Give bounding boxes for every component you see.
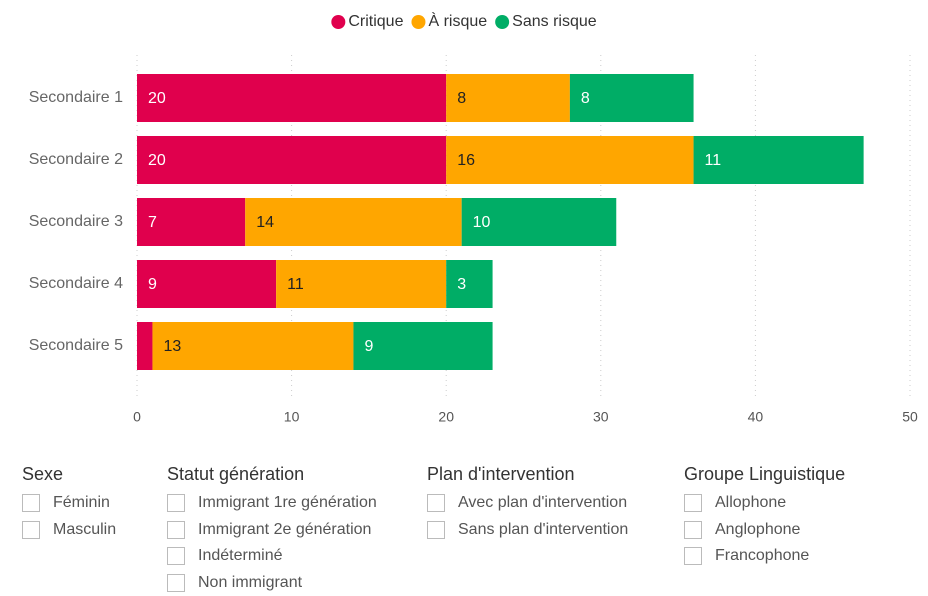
checkbox[interactable] bbox=[167, 521, 185, 539]
data-label: 8 bbox=[581, 90, 590, 107]
checkbox[interactable] bbox=[427, 521, 445, 539]
checkbox[interactable] bbox=[427, 494, 445, 512]
filter-option[interactable]: Allophone bbox=[684, 490, 845, 517]
data-label: 20 bbox=[148, 90, 166, 107]
option-label: Immigrant 1re génération bbox=[198, 494, 377, 512]
chart: 0 10 20 30 40 50 Secondaire 1 20 8 8 Secondaire 2 2… bbox=[0, 0, 928, 460]
data-label: 16 bbox=[457, 152, 475, 169]
bar-segment bbox=[152, 322, 353, 370]
x-tick-label: 40 bbox=[748, 409, 764, 425]
option-label: Non immigrant bbox=[198, 574, 302, 592]
data-label: 20 bbox=[148, 152, 166, 169]
legend: Critique À risque Sans risque bbox=[331, 11, 596, 30]
data-label: 13 bbox=[163, 338, 181, 355]
bar-segment bbox=[446, 136, 693, 184]
bar-segment bbox=[137, 322, 152, 370]
y-tick-label: Secondaire 2 bbox=[29, 151, 123, 168]
option-label: Avec plan d'intervention bbox=[458, 494, 627, 512]
option-label: Anglophone bbox=[715, 521, 800, 539]
x-tick-label: 10 bbox=[284, 409, 300, 425]
option-label: Sans plan d'intervention bbox=[458, 521, 628, 539]
bar-segment bbox=[137, 260, 276, 308]
filter-option[interactable]: Non immigrant bbox=[167, 570, 377, 596]
filter-option[interactable]: Féminin bbox=[22, 490, 116, 517]
checkbox[interactable] bbox=[684, 494, 702, 512]
data-label: 3 bbox=[457, 276, 466, 293]
legend-marker bbox=[495, 15, 509, 29]
bar-segment bbox=[137, 136, 446, 184]
legend-marker bbox=[411, 15, 425, 29]
filter-option[interactable]: Anglophone bbox=[684, 517, 845, 544]
y-tick-label: Secondaire 1 bbox=[29, 89, 123, 106]
checkbox[interactable] bbox=[167, 494, 185, 512]
data-label: 11 bbox=[287, 276, 304, 293]
option-label: Féminin bbox=[53, 494, 110, 512]
option-label: Immigrant 2e génération bbox=[198, 521, 371, 539]
checkbox[interactable] bbox=[22, 521, 40, 539]
filter-option[interactable]: Indéterminé bbox=[167, 543, 377, 570]
y-tick-label: Secondaire 4 bbox=[29, 275, 123, 292]
bar-segment bbox=[353, 322, 492, 370]
option-label: Francophone bbox=[715, 547, 809, 565]
filter-option[interactable]: Francophone bbox=[684, 543, 845, 570]
filter-option[interactable]: Immigrant 1re génération bbox=[167, 490, 377, 517]
option-label: Masculin bbox=[53, 521, 116, 539]
legend-label: À risque bbox=[428, 11, 487, 30]
filter-option[interactable]: Masculin bbox=[22, 517, 116, 544]
filter-title: Sexe bbox=[22, 460, 116, 488]
x-tick-label: 30 bbox=[593, 409, 609, 425]
filter-title: Statut génération bbox=[167, 460, 377, 488]
data-label: 9 bbox=[148, 276, 157, 293]
data-label: 8 bbox=[457, 90, 466, 107]
option-label: Indéterminé bbox=[198, 547, 283, 565]
option-label: Allophone bbox=[715, 494, 786, 512]
filter-option[interactable]: Immigrant 2e génération bbox=[167, 517, 377, 544]
filters: Sexe Féminin Masculin Statut génération Immi… bbox=[0, 460, 928, 591]
filter-title: Plan d'intervention bbox=[427, 460, 628, 488]
bar-segment bbox=[446, 260, 492, 308]
data-label: 9 bbox=[364, 338, 373, 355]
bar-segment bbox=[245, 198, 461, 246]
x-tick-label: 20 bbox=[438, 409, 454, 425]
data-label: 7 bbox=[148, 214, 157, 231]
data-label: 14 bbox=[256, 214, 274, 231]
checkbox[interactable] bbox=[167, 574, 185, 592]
data-label: 11 bbox=[705, 152, 722, 169]
filter-title: Groupe Linguistique bbox=[684, 460, 845, 488]
legend-label: Sans risque bbox=[512, 13, 597, 30]
filter-group: Statut génération Immigrant 1re génératio… bbox=[167, 460, 377, 596]
filter-group: Sexe Féminin Masculin bbox=[22, 460, 116, 543]
filter-option[interactable]: Sans plan d'intervention bbox=[427, 517, 628, 544]
filter-group: Plan d'intervention Avec plan d'intervent… bbox=[427, 460, 628, 543]
y-tick-label: Secondaire 3 bbox=[29, 213, 123, 230]
checkbox[interactable] bbox=[22, 494, 40, 512]
x-tick-label: 0 bbox=[133, 409, 141, 425]
y-tick-label: Secondaire 5 bbox=[29, 337, 123, 354]
legend-marker bbox=[331, 15, 345, 29]
bar-segment bbox=[137, 74, 446, 122]
checkbox[interactable] bbox=[684, 521, 702, 539]
data-label: 10 bbox=[473, 214, 491, 231]
filter-group: Groupe Linguistique Allophone Anglophone Fr… bbox=[684, 460, 845, 570]
x-tick-label: 50 bbox=[902, 409, 918, 425]
legend-label: Critique bbox=[348, 13, 403, 30]
filter-option[interactable]: Avec plan d'intervention bbox=[427, 490, 628, 517]
checkbox[interactable] bbox=[684, 547, 702, 565]
checkbox[interactable] bbox=[167, 547, 185, 565]
